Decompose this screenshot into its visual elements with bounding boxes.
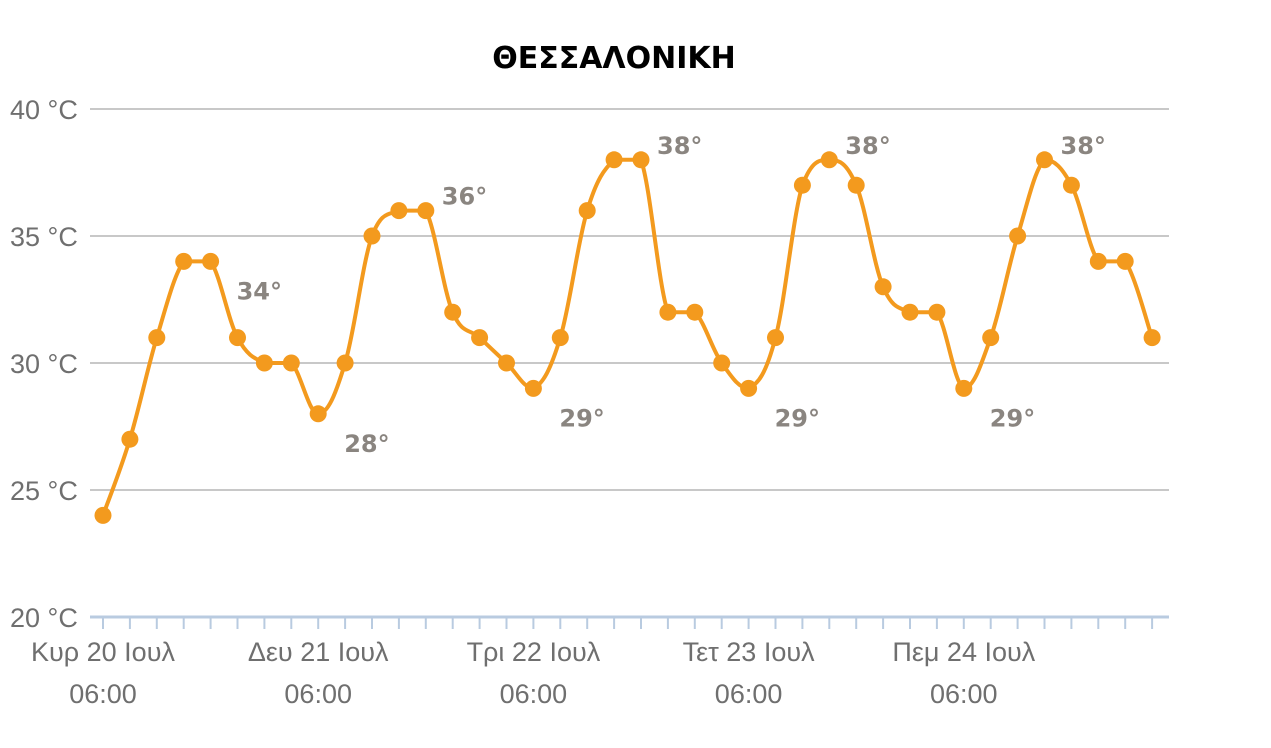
data-point	[498, 354, 515, 372]
data-point	[148, 329, 166, 347]
data-point	[1009, 227, 1027, 245]
data-point	[417, 202, 435, 220]
data-point	[121, 430, 139, 448]
x-tick-time: 06:00	[715, 679, 783, 709]
x-tick-time: 06:00	[930, 679, 998, 709]
chart-title: ΘΕΣΣΑΛΟΝΙΚΗ	[492, 41, 736, 76]
data-label: 29°	[775, 404, 820, 432]
data-point	[551, 329, 569, 347]
data-point	[713, 354, 731, 372]
x-tick-label: Δευ 21 Ιουλ 06:00	[248, 637, 389, 709]
x-tick-label: Κυρ 20 Ιουλ 06:00	[31, 637, 175, 709]
x-tick-time: 06:00	[500, 679, 568, 709]
y-tick-label: 35 °C	[10, 222, 78, 252]
y-tick-label: 40 °C	[10, 95, 78, 125]
data-point	[202, 252, 220, 270]
data-point	[982, 329, 1000, 347]
data-label: 29°	[990, 404, 1035, 432]
data-point	[767, 329, 784, 347]
y-axis-labels: 40 °C 35 °C 30 °C 25 °C 20 °C	[10, 95, 78, 633]
x-tick-time: 06:00	[69, 679, 137, 709]
data-point	[282, 354, 300, 372]
x-tick-label: Τρι 22 Ιουλ 06:00	[467, 637, 601, 709]
data-point	[605, 151, 623, 169]
data-point	[578, 202, 596, 220]
data-point	[955, 379, 973, 397]
x-tick-time: 06:00	[284, 679, 352, 709]
data-point	[1036, 151, 1053, 169]
x-tick-day: Τετ 23 Ιουλ	[683, 637, 816, 667]
data-point	[175, 252, 193, 270]
data-label: 38°	[1061, 132, 1106, 160]
y-tick-label: 30 °C	[10, 349, 78, 379]
data-point	[901, 303, 919, 321]
x-tick-day: Πεμ 24 Ιουλ	[892, 637, 1035, 667]
data-point	[444, 303, 462, 321]
data-point	[874, 278, 892, 296]
data-point	[363, 227, 381, 245]
data-labels: 34° 28° 36° 29° 38° 29° 38° 29° 38°	[237, 132, 1106, 458]
x-tick-label: Τετ 23 Ιουλ 06:00	[683, 637, 816, 709]
data-point	[1089, 252, 1107, 270]
temperature-points	[94, 151, 1161, 524]
y-tick-label: 20 °C	[10, 603, 78, 633]
data-point	[1062, 176, 1080, 194]
data-label: 29°	[559, 404, 604, 432]
data-point	[1116, 252, 1134, 270]
data-label: 38°	[845, 132, 890, 160]
data-point	[659, 303, 677, 321]
x-tick-day: Κυρ 20 Ιουλ	[31, 637, 175, 667]
data-point	[524, 379, 542, 397]
data-label: 38°	[657, 132, 702, 160]
data-point	[686, 303, 704, 321]
data-point	[390, 202, 408, 220]
x-tick-day: Δευ 21 Ιουλ	[248, 637, 389, 667]
data-label: 28°	[344, 430, 389, 458]
data-point	[793, 176, 811, 194]
data-point	[229, 329, 246, 347]
x-tick-label: Πεμ 24 Ιουλ 06:00	[892, 637, 1035, 709]
data-label: 34°	[237, 277, 282, 305]
data-point	[820, 151, 838, 169]
data-point	[740, 379, 758, 397]
data-point	[94, 506, 112, 524]
data-point	[471, 329, 489, 347]
data-point	[1143, 329, 1161, 347]
x-axis	[90, 615, 1169, 629]
data-point	[336, 354, 354, 372]
data-point	[847, 176, 865, 194]
data-point	[309, 405, 327, 423]
data-point	[255, 354, 273, 372]
data-point	[928, 303, 946, 321]
y-tick-label: 25 °C	[10, 476, 78, 506]
data-point	[632, 151, 650, 169]
data-label: 36°	[442, 183, 487, 211]
x-tick-day: Τρι 22 Ιουλ	[467, 637, 601, 667]
